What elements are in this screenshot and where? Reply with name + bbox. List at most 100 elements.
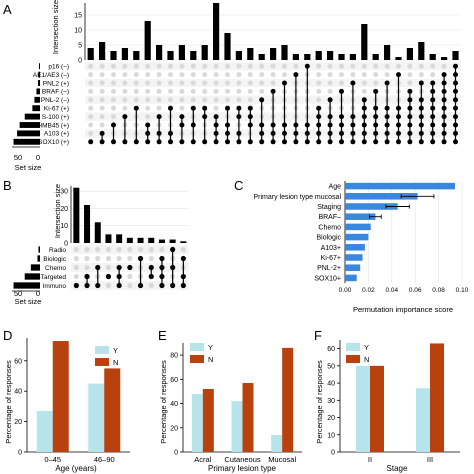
panelA-matrix-dot-off (236, 88, 242, 94)
panelB-matrix-dot-off (127, 282, 133, 289)
panel-a-set-size-label: Set size (15, 163, 42, 172)
panel-a-letter: A (3, 2, 12, 17)
panelA-matrix-dot-on (384, 139, 390, 145)
panelA-matrix-dot-off (88, 80, 94, 86)
panelA-matrix-dot-on (213, 139, 219, 145)
panelA-matrix-dot-off (190, 72, 196, 78)
panel-c-xlabel: Permutation importance score (353, 305, 453, 314)
panelA-matrix-dot-off (247, 88, 253, 94)
panelA-intersection-bar (144, 21, 151, 60)
panelA-matrix-dot-on (213, 130, 219, 136)
panelB-intersection-bar (73, 187, 80, 243)
panelA-matrix-dot-off (236, 97, 242, 103)
panelB-matrix-dot-off (84, 246, 90, 253)
panelA-matrix-dot-on (236, 105, 242, 111)
panelA-matrix-dot-off (190, 97, 196, 103)
panelA-matrix-dot-on (282, 139, 287, 145)
panelA-matrix-dot-off (133, 80, 139, 86)
panelA-matrix-dot-off (111, 105, 116, 111)
panelA-matrix-dot-on (453, 122, 458, 128)
panelA-matrix-dot-off (133, 72, 139, 78)
panelD-bar-y (88, 383, 105, 452)
panelA-intersection-bar (201, 45, 208, 60)
panelA-matrix-dot-off (168, 97, 173, 103)
panelD-bar-y (36, 410, 53, 452)
panelB-set-label: Biologic (43, 256, 67, 263)
panel-c-letter: C (234, 178, 243, 193)
panelB-matrix-dot-on (116, 282, 122, 289)
panelA-set-size-bar (32, 105, 40, 112)
panelA-matrix-dot-off (373, 63, 379, 69)
panelB-matrix-dot-off (84, 255, 90, 262)
panelA-matrix-dot-off (327, 63, 333, 69)
panelA-matrix-dot-off (213, 72, 219, 78)
panelB-matrix-dot-on (73, 282, 79, 289)
panelA-matrix-dot-off (373, 80, 379, 86)
panelA-matrix-dot-on (373, 105, 379, 111)
panelA-matrix-dot-on (350, 130, 356, 136)
panelB-matrix-dot-on (105, 273, 112, 280)
panelA-matrix-dot-off (202, 72, 208, 78)
panelA-matrix-dot-on (407, 114, 413, 120)
panelA-matrix-dot-off (122, 80, 128, 86)
panelA-matrix-dot-on (225, 130, 230, 136)
panelA-matrix-dot-on (418, 114, 424, 120)
panelB-matrix-dot-on (170, 246, 176, 253)
panelB-ytick-label: 30 (60, 189, 68, 196)
panelA-matrix-dot-on (225, 122, 230, 128)
panel-f-ylabel: Percentage of responses (315, 360, 324, 444)
panelB-set-size-bar (24, 273, 40, 280)
panelB-set-size-bar (38, 246, 40, 253)
panelA-matrix-dot-off (133, 63, 139, 69)
panelA-set-label: AE1/AE3 (–) (33, 72, 69, 79)
panelA-matrix-dot-on (236, 139, 242, 145)
panelA-matrix-dot-on (202, 105, 208, 111)
panelA-matrix-dot-off (225, 63, 230, 69)
panelF-legend-label: N (364, 355, 369, 364)
panelA-matrix-dot-off (133, 88, 139, 94)
panelA-matrix-dot-on (361, 97, 367, 103)
panelA-matrix-dot-on (270, 130, 276, 136)
panel-f: F Percentage of responses Stage 0 10 20 30 4… (314, 328, 460, 473)
panelB-matrix-dot-on (159, 282, 165, 289)
panelF-ytick-label: 10 (327, 432, 335, 439)
panelA-matrix-dot-off (225, 88, 230, 94)
panelA-set-size-bar (17, 130, 40, 137)
panelA-matrix-dot-off (190, 88, 196, 94)
panelE-ytick-label: 20 (170, 425, 178, 432)
panelA-matrix-dot-off (122, 88, 128, 94)
panelA-set-size-bar (36, 88, 40, 95)
panel-b-set-size-tick-max: 50 (14, 289, 22, 298)
panelB-set-label: Immuno (43, 283, 67, 290)
panelA-matrix-dot-on (111, 122, 116, 128)
panelA-intersection-bar (87, 48, 94, 60)
panelA-matrix-dot-off (270, 63, 276, 69)
panel-c-xtick-label: 0.04 (385, 287, 398, 294)
panel-c-importance-bar (345, 274, 357, 282)
panelA-matrix-dot-off (145, 105, 151, 111)
panel-e-ylabel: Percentage of responses (159, 360, 168, 444)
panelA-intersection-bar (121, 48, 128, 60)
panelA-matrix-dot-off (361, 88, 367, 94)
panelA-matrix-dot-on (418, 139, 424, 145)
panelA-matrix-dot-off (156, 63, 162, 69)
panelE-bar-n (282, 347, 294, 452)
panelD-legend-label: Y (113, 346, 118, 355)
panelA-matrix-dot-on (407, 130, 413, 136)
panelA-matrix-dot-off (99, 72, 105, 78)
panelA-intersection-bar (270, 48, 277, 60)
panelA-intersection-bar (156, 45, 163, 60)
panelA-matrix-dot-off (156, 88, 162, 94)
panelA-matrix-dot-on (407, 97, 413, 103)
panelA-matrix-dot-on (430, 139, 436, 145)
panel-a-ylabel: Intersection size (51, 0, 60, 54)
panelE-category-label: Acral (194, 455, 211, 464)
panelE-ytick-label: 80 (170, 353, 178, 360)
panel-a: A Intersection size Set size 50 0 0 5 10 15… (3, 0, 462, 172)
panelA-matrix-dot-on (441, 88, 447, 94)
panelA-matrix-dot-on (418, 122, 424, 128)
panelB-matrix-dot-on (116, 273, 122, 280)
panelA-matrix-dot-off (202, 88, 208, 94)
panelA-matrix-dot-on (304, 130, 310, 136)
panelA-matrix-dot-on (361, 139, 367, 145)
